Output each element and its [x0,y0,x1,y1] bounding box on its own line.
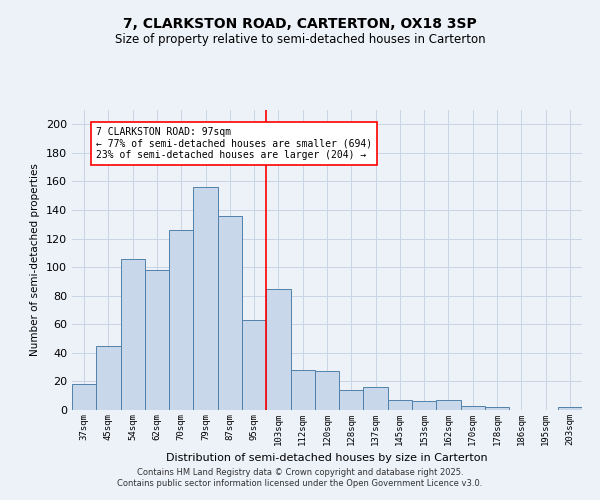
Y-axis label: Number of semi-detached properties: Number of semi-detached properties [31,164,40,356]
Bar [193,187,218,410]
Bar [558,407,582,410]
Bar [266,288,290,410]
Bar [436,400,461,410]
Bar [364,387,388,410]
Bar [145,270,169,410]
Bar [315,372,339,410]
Bar [339,390,364,410]
Bar [218,216,242,410]
Text: 7 CLARKSTON ROAD: 97sqm
← 77% of semi-detached houses are smaller (694)
23% of s: 7 CLARKSTON ROAD: 97sqm ← 77% of semi-de… [96,127,373,160]
Bar [461,406,485,410]
Bar [169,230,193,410]
Bar [72,384,96,410]
Bar [121,258,145,410]
Text: Contains HM Land Registry data © Crown copyright and database right 2025.
Contai: Contains HM Land Registry data © Crown c… [118,468,482,487]
Bar [242,320,266,410]
Bar [96,346,121,410]
Text: 7, CLARKSTON ROAD, CARTERTON, OX18 3SP: 7, CLARKSTON ROAD, CARTERTON, OX18 3SP [123,18,477,32]
Bar [290,370,315,410]
Text: Size of property relative to semi-detached houses in Carterton: Size of property relative to semi-detach… [115,32,485,46]
Bar [412,402,436,410]
Bar [388,400,412,410]
X-axis label: Distribution of semi-detached houses by size in Carterton: Distribution of semi-detached houses by … [166,454,488,464]
Bar [485,407,509,410]
